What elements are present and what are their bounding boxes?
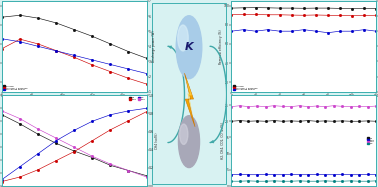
Polygon shape [186,79,193,116]
X-axis label: Time (min): Time (min) [66,99,82,103]
Legend: H2, CH4, CO, CO2: H2, CH4, CO, CO2 [129,96,146,100]
Y-axis label: Discharge power (W): Discharge power (W) [152,30,156,62]
Legend: Toluene, Toluene + Benzene, Discharge power: Toluene, Toluene + Benzene, Discharge po… [232,85,257,91]
Y-axis label: CH4 (vol%): CH4 (vol%) [155,132,159,149]
Text: K: K [185,42,193,52]
X-axis label: Time (min): Time (min) [296,99,312,103]
Polygon shape [184,73,195,127]
Circle shape [178,25,188,51]
Legend: H2, CH4, CO2, CO: H2, CH4, CO2, CO [367,137,375,144]
Legend: Toluene, Toluene + Benzene, Discharge power: Toluene, Toluene + Benzene, Discharge po… [3,85,28,91]
Y-axis label: Removal efficiency (%): Removal efficiency (%) [218,29,223,64]
Circle shape [178,116,200,168]
Circle shape [176,16,202,79]
Circle shape [180,124,188,144]
Y-axis label: H2, CH4, CO2, CO (vol%): H2, CH4, CO2, CO (vol%) [220,122,225,159]
